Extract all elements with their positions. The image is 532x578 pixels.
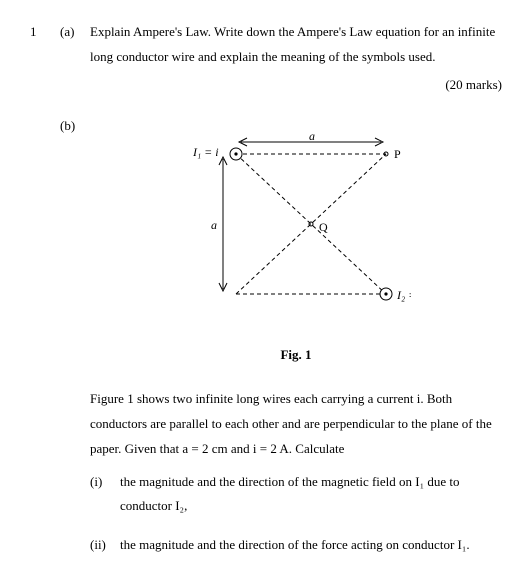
- part-a-content: Explain Ampere's Law. Write down the Amp…: [90, 20, 502, 98]
- question-number: 1: [30, 20, 60, 98]
- question-row: 1 (a) Explain Ampere's Law. Write down t…: [30, 20, 502, 98]
- sub-ii-label: (ii): [90, 533, 120, 558]
- label-a-left: a: [211, 218, 217, 232]
- part-b-content: I₁ = i I₂ = i P Q a a Fig. 1 Figure 1 sh…: [90, 114, 502, 558]
- figure-svg: I₁ = i I₂ = i P Q a a: [181, 134, 411, 324]
- part-b-row: (b): [30, 114, 502, 558]
- figure-1: I₁ = i I₂ = i P Q a a: [90, 134, 502, 333]
- part-a-label: (a): [60, 20, 90, 98]
- label-I2: I₂ = i: [396, 288, 411, 302]
- part-b-label: (b): [60, 114, 90, 558]
- figure-caption: Fig. 1: [90, 343, 502, 368]
- label-Q: Q: [319, 220, 328, 234]
- label-a-top: a: [309, 134, 315, 143]
- sub-ii-text: the magnitude and the direction of the f…: [120, 533, 502, 558]
- label-P: P: [394, 147, 401, 161]
- sub-i: (i) the magnitude and the direction of t…: [90, 470, 502, 519]
- sub-i-text: the magnitude and the direction of the m…: [120, 470, 502, 519]
- label-I1: I₁ = i: [192, 145, 219, 159]
- sub-i-label: (i): [90, 470, 120, 519]
- spacer: [30, 114, 60, 558]
- sub-ii: (ii) the magnitude and the direction of …: [90, 533, 502, 558]
- part-a-text: Explain Ampere's Law. Write down the Amp…: [90, 24, 495, 64]
- part-b-intro: Figure 1 shows two infinite long wires e…: [90, 387, 502, 461]
- part-a-marks: (20 marks): [90, 73, 502, 98]
